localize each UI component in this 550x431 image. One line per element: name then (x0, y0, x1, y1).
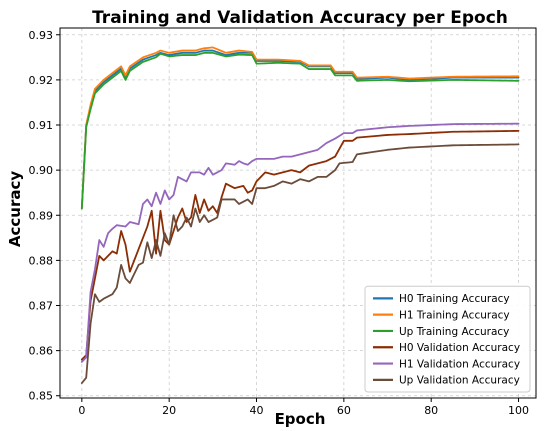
x-tick-label: 0 (78, 404, 85, 417)
series-line-4 (80, 129, 520, 361)
legend-entry: Up Validation Accuracy (399, 375, 520, 387)
legend-entry: H1 Validation Accuracy (399, 358, 520, 370)
legend-entry: H0 Validation Accuracy (399, 342, 520, 354)
series-line-6 (80, 143, 520, 385)
grid-layer (60, 28, 536, 398)
series-line-2 (80, 46, 520, 210)
y-tick-label: 0.85 (29, 390, 54, 403)
y-tick-label: 0.90 (29, 164, 54, 177)
legend-box (364, 285, 531, 393)
y-tick-label: 0.89 (29, 209, 54, 222)
y-tick-label: 0.92 (29, 74, 54, 87)
chart-title: Training and Validation Accuracy per Epo… (92, 8, 508, 28)
series-line-5 (80, 122, 520, 363)
x-tick-label: 20 (162, 404, 176, 417)
x-tick-label: 80 (424, 404, 438, 417)
y-tick-label: 0.87 (29, 300, 54, 313)
series-layer (80, 46, 520, 385)
ticks-layer: 0 20 40 60 80 100 0.85 0.86 0.87 0.88 0.89 0.90 0.91… (29, 29, 530, 417)
y-axis-label: Accuracy (6, 171, 24, 247)
chart-legend: H0 Training Accuracy H1 Training Accuracy… (364, 285, 531, 393)
x-tick-label: 40 (250, 404, 264, 417)
y-tick-label: 0.88 (29, 254, 54, 267)
y-tick-label: 0.93 (29, 29, 54, 42)
legend-entry: Up Training Accuracy (399, 326, 509, 338)
series-line-3 (80, 51, 520, 210)
y-tick-label: 0.91 (29, 119, 54, 132)
x-tick-label: 100 (508, 404, 529, 417)
plot-frame (59, 27, 537, 399)
legend-entry: H0 Training Accuracy (399, 293, 510, 305)
x-axis-label: Epoch (275, 410, 326, 428)
x-tick-label: 60 (337, 404, 351, 417)
legend-entry: H1 Training Accuracy (399, 309, 510, 321)
y-tick-label: 0.86 (29, 345, 54, 358)
